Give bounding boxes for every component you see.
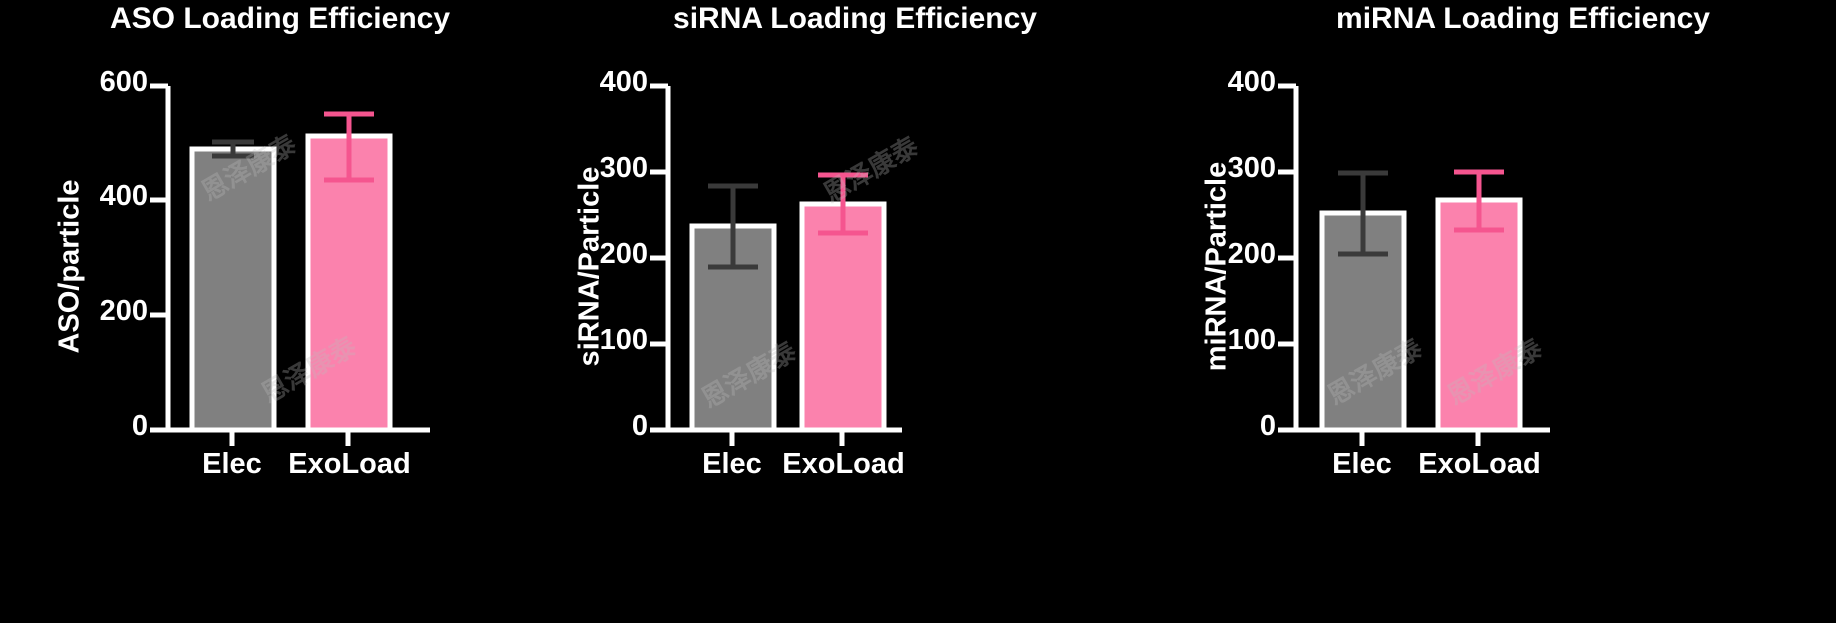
chart-panel-mirna: miRNA Loading Efficiency xyxy=(1150,0,1836,623)
error-bar-elec-sirna xyxy=(708,183,758,270)
y-tick-label-400-mirna: 400 xyxy=(1227,66,1276,98)
y-axis-mirna xyxy=(1278,83,1299,433)
y-axis-title-mirna: miRNA/Particle xyxy=(1200,161,1233,372)
error-bar-exoload-sirna xyxy=(818,172,868,236)
y-tick-label-100-sirna: 100 xyxy=(599,324,648,356)
y-tick-label-300-mirna: 300 xyxy=(1227,152,1276,184)
bar-exoload-sirna xyxy=(799,201,887,433)
x-tick-label-exoload-sirna: ExoLoad xyxy=(782,448,905,480)
x-tick-label-elec-aso: Elec xyxy=(202,448,262,480)
y-tick-label-0-aso: 0 xyxy=(131,410,148,442)
y-tick-label-400-sirna: 400 xyxy=(599,66,648,98)
x-tick-label-exoload-aso: ExoLoad xyxy=(288,448,411,480)
y-tick-label-0-sirna: 0 xyxy=(631,410,648,442)
plot-area-mirna xyxy=(1278,83,1550,446)
y-tick-label-200-sirna: 200 xyxy=(599,238,648,270)
y-axis-sirna xyxy=(650,83,671,433)
error-bar-exoload-aso xyxy=(324,111,374,183)
bar-elec-aso xyxy=(189,146,277,433)
plot-area-sirna xyxy=(650,83,902,446)
y-axis-title-sirna: siRNA/Particle xyxy=(573,166,606,367)
y-axis-title-aso: ASO/particle xyxy=(53,179,86,354)
plot-area-aso xyxy=(150,83,430,446)
y-tick-label-300-sirna: 300 xyxy=(599,152,648,184)
chart-title-mirna: miRNA Loading Efficiency xyxy=(1336,2,1710,35)
chart-title-aso: ASO Loading Efficiency xyxy=(109,2,451,35)
chart-title-sirna: siRNA Loading Efficiency xyxy=(673,2,1037,35)
y-tick-label-200-aso: 200 xyxy=(99,295,148,327)
chart-panel-sirna: siRNA Loading Efficiency xyxy=(560,0,1150,623)
x-tick-label-elec-mirna: Elec xyxy=(1332,448,1392,480)
bar-exoload-mirna xyxy=(1435,197,1523,433)
error-bar-elec-aso xyxy=(212,139,254,159)
y-axis-aso xyxy=(150,83,171,433)
error-bar-exoload-mirna xyxy=(1454,169,1504,233)
chart-panel-aso: ASO Loading Efficiency xyxy=(0,0,560,623)
y-tick-label-100-mirna: 100 xyxy=(1227,324,1276,356)
error-bar-elec-mirna xyxy=(1338,170,1388,257)
y-tick-label-0-mirna: 0 xyxy=(1259,410,1276,442)
y-tick-label-600-aso: 600 xyxy=(99,66,148,98)
x-tick-label-elec-sirna: Elec xyxy=(702,448,762,480)
bar-exoload-aso xyxy=(305,133,393,433)
x-tick-label-exoload-mirna: ExoLoad xyxy=(1418,448,1541,480)
y-tick-label-200-mirna: 200 xyxy=(1227,238,1276,270)
y-tick-label-400-aso: 400 xyxy=(99,180,148,212)
